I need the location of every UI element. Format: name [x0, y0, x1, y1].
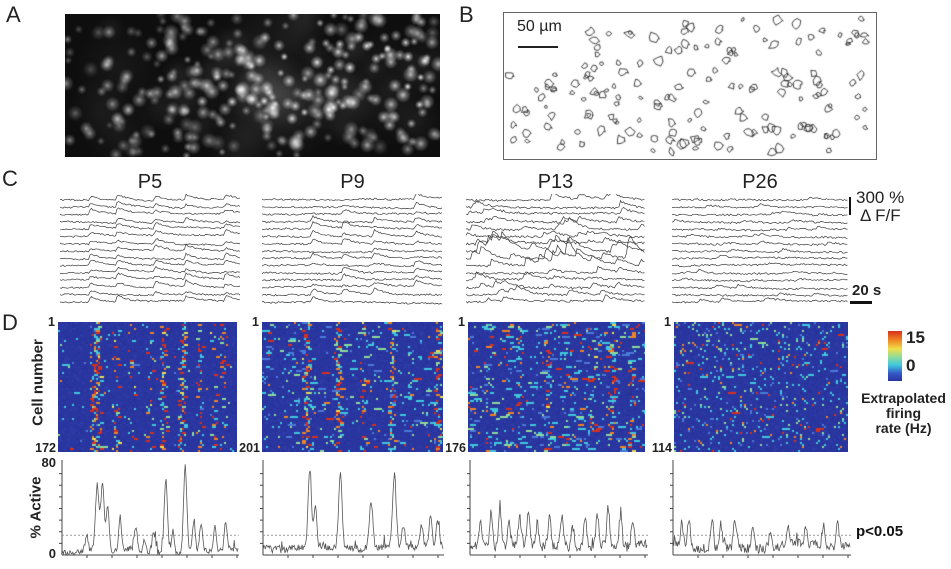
last-cell-p13: 176 — [445, 441, 466, 455]
first-cell-p13: 1 — [458, 315, 465, 329]
firing-rate-colorbar — [888, 331, 902, 381]
calcium-traces-p5 — [59, 193, 241, 304]
cell-outline-map: 50 µm — [503, 12, 877, 160]
trace-group-p9: P9 — [261, 170, 443, 313]
calcium-traces-p26 — [671, 196, 848, 304]
scale-bar-label: 50 µm — [517, 18, 562, 35]
fluorescence-image — [65, 14, 440, 157]
panel-b-label: B — [459, 2, 474, 27]
last-cell-p9: 201 — [239, 441, 260, 455]
age-title-p13: P13 — [537, 171, 574, 193]
active-plot-p26 — [670, 460, 851, 558]
dff-scale-bar — [849, 197, 851, 215]
raster-heatmap-p13 — [468, 322, 645, 452]
scale-bar-line — [518, 46, 558, 48]
active-plot-p5 — [59, 460, 239, 558]
colorbar-caption: Extrapolated firing rate (Hz) — [856, 391, 951, 436]
colorbar-caption-line2: firing — [886, 405, 921, 421]
first-cell-p9: 1 — [252, 315, 259, 329]
trace-group-p5: P5 — [59, 170, 241, 313]
panel-d-label: D — [2, 310, 18, 335]
first-cell-p26: 1 — [664, 315, 671, 329]
colorbar-max-label: 15 — [906, 328, 925, 347]
age-title-p5: P5 — [137, 171, 163, 193]
time-scale-bar — [850, 301, 872, 304]
last-cell-p26: 114 — [651, 441, 672, 455]
raster-heatmap-p5 — [58, 322, 237, 452]
dff-scale-value: 300 % — [856, 188, 905, 207]
first-cell-p5: 1 — [48, 315, 55, 329]
last-cell-p5: 172 — [35, 441, 56, 455]
calcium-traces-p13 — [465, 191, 645, 304]
active-plot-p13 — [467, 460, 648, 558]
trace-group-p26: P26 — [671, 170, 848, 313]
panel-c-label: C — [2, 166, 18, 191]
panel-a-label: A — [6, 2, 21, 27]
raster-heatmap-p9 — [262, 322, 443, 452]
time-scale-label: 20 s — [852, 282, 882, 299]
colorbar-caption-line1: Extrapolated — [861, 390, 946, 406]
cell-number-axis-label: Cell number — [29, 339, 47, 426]
active-axis-label: % Active — [27, 476, 45, 539]
dff-scale-unit: Δ F/F — [860, 206, 901, 225]
significance-label: p<0.05 — [856, 523, 904, 540]
trace-group-p13: P13 — [465, 170, 645, 313]
active-ymin-label: 0 — [48, 546, 56, 561]
age-title-p9: P9 — [340, 171, 365, 193]
age-title-p26: P26 — [742, 171, 778, 193]
raster-heatmap-p26 — [674, 322, 848, 452]
colorbar-caption-line3: rate (Hz) — [875, 420, 932, 436]
active-ymax-label: 80 — [41, 455, 56, 470]
cell-outlines-canvas — [504, 13, 874, 157]
colorbar-min-label: 0 — [906, 356, 916, 375]
calcium-traces-p9 — [261, 192, 443, 305]
active-plot-p9 — [260, 460, 444, 558]
